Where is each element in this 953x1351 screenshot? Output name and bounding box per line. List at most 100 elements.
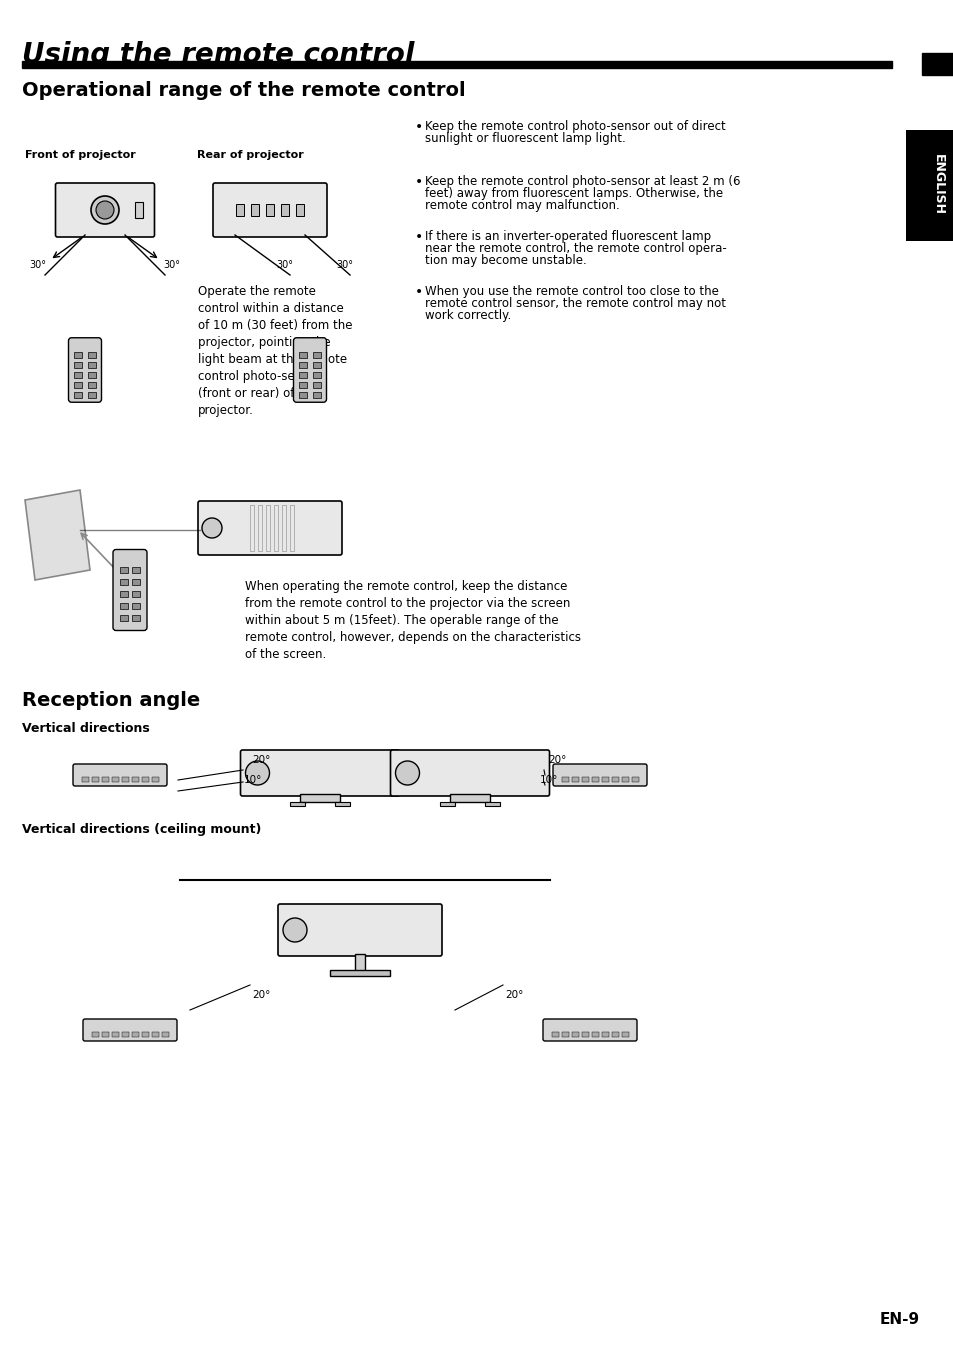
Bar <box>120 590 128 597</box>
Circle shape <box>96 201 113 219</box>
Bar <box>132 603 140 609</box>
Bar <box>295 204 304 216</box>
Text: •: • <box>415 285 423 299</box>
Text: Vertical directions: Vertical directions <box>22 721 150 735</box>
FancyBboxPatch shape <box>542 1019 637 1042</box>
Bar <box>88 392 96 399</box>
Bar <box>612 1032 618 1038</box>
Bar <box>621 1032 628 1038</box>
Bar <box>274 505 277 551</box>
Bar <box>122 1032 129 1038</box>
Bar <box>572 777 578 782</box>
Text: 20°: 20° <box>504 990 523 1000</box>
Bar <box>82 777 89 782</box>
Bar <box>120 580 128 585</box>
FancyBboxPatch shape <box>55 182 154 236</box>
FancyBboxPatch shape <box>240 750 399 796</box>
Bar <box>313 372 320 378</box>
Text: remote control sensor, the remote control may not: remote control sensor, the remote contro… <box>424 297 725 309</box>
Bar <box>561 1032 568 1038</box>
Bar <box>552 1032 558 1038</box>
Bar <box>330 970 390 975</box>
Bar <box>120 603 128 609</box>
FancyBboxPatch shape <box>112 550 147 631</box>
Bar <box>313 362 320 367</box>
Text: If there is an inverter-operated fluorescent lamp: If there is an inverter-operated fluores… <box>424 230 710 243</box>
Bar <box>132 567 140 573</box>
FancyBboxPatch shape <box>198 501 341 555</box>
FancyBboxPatch shape <box>294 338 326 403</box>
Bar <box>152 1032 159 1038</box>
Bar <box>120 567 128 573</box>
Bar <box>612 777 618 782</box>
Bar <box>112 777 119 782</box>
Text: Using the remote control: Using the remote control <box>22 41 414 69</box>
Bar <box>282 505 286 551</box>
Text: remote control may malfunction.: remote control may malfunction. <box>424 199 619 212</box>
Text: •: • <box>415 230 423 245</box>
Bar <box>298 372 307 378</box>
Bar <box>601 1032 608 1038</box>
Circle shape <box>91 196 119 224</box>
Text: work correctly.: work correctly. <box>424 309 511 322</box>
Bar <box>355 954 365 974</box>
Text: 10°: 10° <box>539 775 558 785</box>
Bar <box>298 382 307 388</box>
Circle shape <box>395 761 419 785</box>
Bar <box>290 802 305 807</box>
Bar <box>266 204 274 216</box>
FancyBboxPatch shape <box>73 765 167 786</box>
Polygon shape <box>25 490 90 580</box>
Text: 10°: 10° <box>244 775 262 785</box>
Bar <box>142 777 149 782</box>
Bar <box>592 777 598 782</box>
Bar <box>74 353 82 358</box>
Text: Keep the remote control photo-sensor out of direct: Keep the remote control photo-sensor out… <box>424 120 725 132</box>
Bar <box>142 1032 149 1038</box>
Bar <box>281 204 289 216</box>
Bar <box>74 362 82 367</box>
Bar <box>335 802 350 807</box>
Text: 20°: 20° <box>252 990 270 1000</box>
Bar <box>132 590 140 597</box>
FancyBboxPatch shape <box>83 1019 177 1042</box>
Bar <box>572 1032 578 1038</box>
FancyBboxPatch shape <box>69 338 101 403</box>
Text: 30°: 30° <box>163 259 180 270</box>
Bar <box>74 372 82 378</box>
Bar <box>132 777 139 782</box>
FancyBboxPatch shape <box>213 182 327 236</box>
Text: ENGLISH: ENGLISH <box>930 154 943 216</box>
Text: Reception angle: Reception angle <box>22 690 200 709</box>
FancyBboxPatch shape <box>553 765 646 786</box>
Bar <box>132 1032 139 1038</box>
Text: 30°: 30° <box>30 259 47 270</box>
Text: 30°: 30° <box>276 259 294 270</box>
Text: 20°: 20° <box>252 755 270 765</box>
Bar <box>250 505 253 551</box>
Bar <box>298 362 307 367</box>
Text: Vertical directions (ceiling mount): Vertical directions (ceiling mount) <box>22 824 261 836</box>
Circle shape <box>283 917 307 942</box>
Text: 20°: 20° <box>547 755 566 765</box>
Bar <box>235 204 244 216</box>
Text: Keep the remote control photo-sensor at least 2 m (6: Keep the remote control photo-sensor at … <box>424 176 740 188</box>
Text: When you use the remote control too close to the: When you use the remote control too clos… <box>424 285 719 299</box>
Text: near the remote control, the remote control opera-: near the remote control, the remote cont… <box>424 242 726 255</box>
Bar <box>601 777 608 782</box>
Bar <box>74 392 82 399</box>
Bar <box>132 580 140 585</box>
Bar <box>921 53 953 76</box>
Bar <box>299 794 339 802</box>
Text: tion may become unstable.: tion may become unstable. <box>424 254 586 267</box>
Text: EN-9: EN-9 <box>879 1313 919 1328</box>
Bar <box>22 61 891 68</box>
FancyBboxPatch shape <box>277 904 441 957</box>
Bar <box>88 362 96 367</box>
Bar <box>290 505 294 551</box>
Bar <box>450 794 490 802</box>
Bar <box>313 353 320 358</box>
Bar <box>102 777 109 782</box>
Bar <box>88 372 96 378</box>
Bar <box>298 353 307 358</box>
